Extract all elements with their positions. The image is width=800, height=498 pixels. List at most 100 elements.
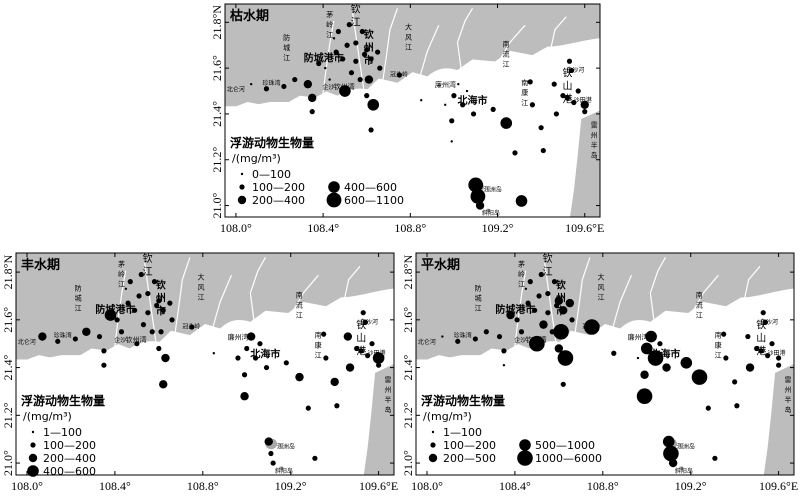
map-frame — [415, 252, 795, 476]
station-marker — [212, 352, 215, 355]
station-marker — [712, 455, 718, 461]
place-label-leizhou-peninsula: 雷州半岛 — [591, 122, 598, 160]
station-marker — [328, 78, 331, 81]
place-label-weizhou-island: 涠洲岛 — [677, 442, 695, 450]
station-marker — [377, 65, 383, 71]
station-marker — [518, 329, 525, 335]
legend-symbol — [30, 442, 36, 448]
place-label-dafeng-river: 大风江 — [597, 273, 604, 302]
legend-class-label: 100—200 — [443, 439, 496, 452]
station-marker — [545, 290, 551, 297]
place-label-qin-bay: 钦州湾 — [126, 335, 147, 344]
station-marker — [647, 350, 664, 366]
station-marker — [263, 364, 270, 371]
xieyang-island — [679, 466, 684, 471]
station-marker — [545, 310, 551, 316]
station-marker — [554, 296, 564, 305]
station-marker — [295, 372, 304, 382]
legend-title: 浮游动物生物量 — [421, 393, 505, 408]
station-marker — [167, 300, 173, 306]
river-line — [543, 261, 557, 342]
y-tick-label: 21.6° — [210, 55, 224, 81]
y-tick-label: 21.2° — [401, 402, 415, 428]
place-label-fangcheng-port: 防城港市 — [495, 303, 535, 316]
station-marker — [559, 306, 568, 315]
legend-class-label: 200—400 — [43, 452, 96, 465]
leizhou-peninsula-land — [570, 110, 600, 217]
place-label-weizhou-island: 涠洲岛 — [484, 185, 502, 193]
y-tick-label: 21.0° — [210, 192, 224, 218]
station-marker — [345, 363, 355, 372]
station-marker — [156, 298, 162, 304]
station-marker — [305, 405, 311, 411]
place-label-baisha-river: 白沙河 — [360, 318, 378, 326]
leizhou-peninsula-land — [763, 364, 794, 475]
station-marker — [540, 147, 546, 154]
station-marker — [455, 338, 461, 344]
place-label-fangcheng-river: 防城江 — [283, 33, 290, 62]
place-label-nankang-river: 南康江 — [521, 78, 528, 107]
station-marker — [560, 93, 566, 99]
station-marker — [475, 201, 485, 210]
station-marker — [580, 100, 589, 109]
y-tick-label: 21.4° — [1, 354, 15, 380]
station-marker — [560, 381, 566, 387]
river-line — [456, 7, 474, 71]
legend-unit: /(mg/m³) — [232, 152, 281, 165]
y-tick-label: 21.4° — [210, 101, 224, 127]
place-label-nanliu-river: 南流江 — [503, 40, 510, 69]
x-tick-label: 108.4° — [99, 479, 131, 493]
station-marker — [420, 98, 423, 102]
x-tick-label: 109.6°E — [359, 479, 398, 493]
station-marker — [514, 317, 520, 323]
station-marker — [538, 271, 544, 278]
station-marker — [364, 93, 370, 99]
river-line — [113, 270, 127, 351]
legend-symbol — [28, 453, 38, 463]
station-marker — [680, 357, 693, 369]
river-line — [649, 257, 667, 322]
station-marker — [460, 102, 466, 108]
station-marker — [640, 370, 649, 379]
x-tick-label: 109.2° — [275, 479, 307, 493]
legend-class-label: 100—200 — [43, 439, 96, 452]
station-marker — [554, 344, 564, 353]
station-marker — [125, 300, 131, 306]
station-marker — [515, 195, 528, 207]
station-marker — [551, 279, 558, 285]
station-marker — [270, 460, 276, 466]
x-tick-label: 109.2° — [675, 479, 707, 493]
x-tick-label: 109.2° — [482, 221, 514, 235]
station-marker — [159, 380, 168, 389]
station-marker — [584, 319, 600, 335]
station-marker — [721, 331, 727, 337]
station-marker — [114, 317, 120, 323]
station-marker — [252, 355, 259, 361]
place-label-maoling-river: 茅岭江 — [326, 10, 333, 39]
station-marker — [524, 287, 528, 291]
station-marker — [571, 99, 577, 106]
river-line — [744, 265, 761, 298]
place-label-leizhou-peninsula: 雷州半岛 — [385, 376, 392, 414]
legend-symbol — [240, 172, 244, 176]
station-marker — [582, 109, 588, 115]
station-marker — [723, 355, 729, 361]
station-marker — [158, 329, 164, 335]
station-marker — [333, 49, 339, 55]
station-marker — [358, 348, 364, 354]
station-marker — [501, 348, 507, 354]
station-marker — [321, 331, 327, 337]
y-tick-label: 21.2° — [210, 147, 224, 173]
station-marker — [362, 319, 369, 325]
legend-symbol — [430, 442, 436, 448]
station-marker — [754, 345, 760, 352]
legend-class-label: 1000—6000 — [535, 452, 602, 465]
station-marker — [134, 341, 140, 347]
river-line — [611, 274, 633, 329]
station-marker — [268, 450, 274, 457]
legend-symbol — [237, 195, 247, 205]
place-label-beilun-river: 北仑河 — [227, 85, 245, 93]
station-marker — [553, 111, 559, 117]
place-label-baisha-river: 白沙河 — [566, 66, 584, 74]
leizhou-peninsula-land — [363, 364, 394, 475]
